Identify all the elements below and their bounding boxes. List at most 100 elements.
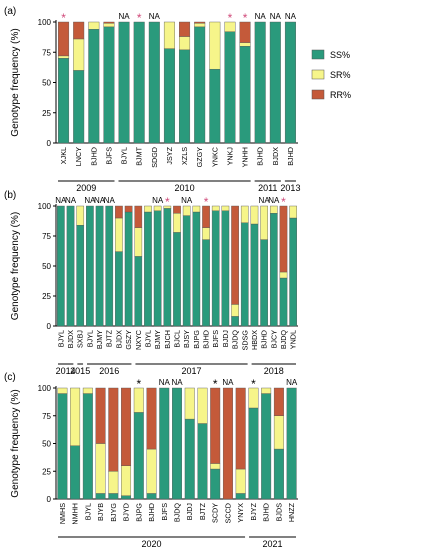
bar-ss-15 xyxy=(269,21,281,144)
category-label: BJMY xyxy=(95,330,104,349)
y-axis-label: Genotype frequency (%) xyxy=(10,212,21,320)
category-label: BJTZ xyxy=(198,502,207,520)
category-label: BJDX xyxy=(66,330,75,349)
bar-ss-7 xyxy=(133,412,144,500)
bar-sr-22 xyxy=(260,205,268,240)
year-label: 2011 xyxy=(258,183,277,193)
year-label: 2014 xyxy=(56,366,76,376)
y-tick-label: 0 xyxy=(47,139,52,148)
bar-ss-10 xyxy=(194,26,206,144)
category-label: BJDQ xyxy=(173,503,182,523)
bar-sr-6 xyxy=(121,465,132,496)
category-label: BJHD xyxy=(286,147,295,166)
bar-sr-14 xyxy=(182,205,191,216)
bar-ss-10 xyxy=(172,387,182,500)
bar-sr-13 xyxy=(173,212,181,233)
bar-ss-2 xyxy=(73,70,85,144)
bar-ss-22 xyxy=(260,239,268,327)
y-axis-label: Genotype frequency (%) xyxy=(10,28,21,136)
bar-rr-14 xyxy=(222,387,233,500)
category-label: BJYZ xyxy=(249,502,258,520)
bar-ss-13 xyxy=(173,232,181,327)
bar-sr-13 xyxy=(210,463,221,470)
category-label: BJMY xyxy=(153,330,162,349)
category-label: YNDL xyxy=(289,330,298,349)
year-label: 2010 xyxy=(175,183,195,193)
bar-ss-8 xyxy=(124,211,133,327)
bar-rr-4 xyxy=(95,387,106,444)
category-label: BJYL xyxy=(56,330,65,347)
bar-rr-19 xyxy=(231,205,239,305)
bar-sr-7 xyxy=(133,387,144,413)
category-label: YNHH xyxy=(241,147,250,167)
category-label: BJDX xyxy=(271,147,280,166)
significance-mark: * xyxy=(213,377,218,391)
bar-sr-3 xyxy=(88,21,100,30)
bar-ss-13 xyxy=(239,46,251,144)
bar-sr-12 xyxy=(197,387,208,424)
bar-ss-19 xyxy=(286,387,297,500)
bar-ss-20 xyxy=(240,222,249,327)
bar-sr-18 xyxy=(273,415,284,450)
bar-sr-3 xyxy=(76,205,85,226)
bar-sr-9 xyxy=(179,36,191,51)
year-label: 2021 xyxy=(263,539,283,549)
category-label: BJSY xyxy=(182,330,191,348)
y-tick-label: 100 xyxy=(38,18,52,27)
bar-ss-9 xyxy=(134,256,143,327)
bar-sr-9 xyxy=(134,227,143,257)
bar-ss-1 xyxy=(57,393,68,500)
bar-ss-14 xyxy=(254,21,266,144)
bar-ss-11 xyxy=(153,210,162,327)
na-label: NA xyxy=(259,196,271,205)
bar-ss-13 xyxy=(210,468,221,500)
category-label: BJDS xyxy=(274,503,283,522)
category-label: BJYL xyxy=(85,330,94,347)
category-label: BJHD xyxy=(147,503,156,522)
na-label: NA xyxy=(152,196,164,205)
y-tick-label: 25 xyxy=(42,109,51,118)
bar-ss-8 xyxy=(163,48,175,144)
y-tick-label: 25 xyxy=(42,467,51,476)
category-label: SDGD xyxy=(150,147,159,168)
bar-ss-4 xyxy=(95,493,106,500)
y-tick-label: 25 xyxy=(42,292,51,301)
legend-label-sr: SR% xyxy=(330,70,351,80)
category-label: YNKJ xyxy=(225,147,234,166)
category-label: BJYB xyxy=(96,503,105,521)
legend-swatch-ss xyxy=(311,49,325,60)
bar-rr-4 xyxy=(103,21,115,24)
category-label: BJYL xyxy=(120,147,129,164)
category-label: BJPG xyxy=(134,503,143,522)
category-label: BJHD xyxy=(202,330,211,349)
na-label: NA xyxy=(270,12,282,21)
legend: SS% SR% RR% xyxy=(311,49,351,100)
bar-rr-18 xyxy=(273,387,284,416)
na-label: NA xyxy=(285,12,297,21)
bar-ss-16 xyxy=(202,239,210,327)
bar-ss-7 xyxy=(115,251,123,327)
bar-sr-21 xyxy=(250,205,259,225)
category-label: JSYZ xyxy=(165,146,174,164)
y-tick-label: 0 xyxy=(47,495,52,504)
bar-rr-5 xyxy=(108,387,119,472)
significance-mark: * xyxy=(281,195,286,209)
category-label: BJYG xyxy=(109,503,118,522)
category-label: XJKL xyxy=(59,147,68,164)
bar-rr-8 xyxy=(124,205,133,213)
bar-sr-12 xyxy=(163,205,172,209)
bar-ss-3 xyxy=(82,393,93,500)
bar-sr-1 xyxy=(58,55,70,59)
bar-sr-1 xyxy=(57,387,68,394)
bar-ss-4 xyxy=(103,26,115,144)
y-tick-label: 50 xyxy=(42,79,51,88)
category-label: BJHD xyxy=(260,330,269,349)
bar-ss-5 xyxy=(108,493,119,500)
category-label: BJYD xyxy=(122,503,131,521)
bar-sr-11 xyxy=(153,205,162,212)
bar-ss-3 xyxy=(76,224,85,327)
na-label: NA xyxy=(286,378,298,387)
bar-ss-8 xyxy=(146,493,157,500)
y-tick-label: 50 xyxy=(42,440,51,449)
